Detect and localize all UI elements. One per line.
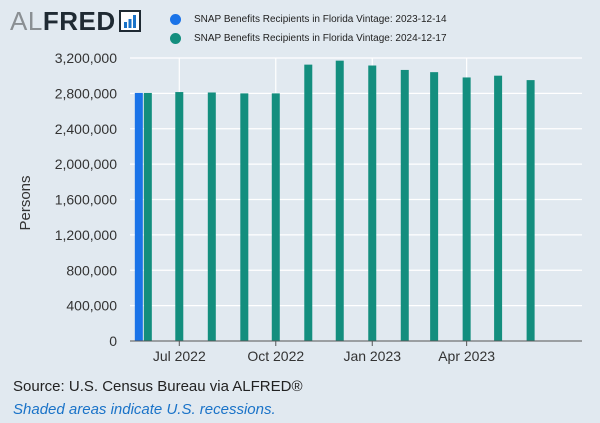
- y-tick-label: 400,000: [66, 298, 117, 314]
- legend-label-vintage-2023: SNAP Benefits Recipients in Florida Vint…: [194, 14, 447, 25]
- bar-vintage-2024[interactable]: [462, 77, 471, 342]
- legend-swatch-vintage-2024: [170, 33, 181, 44]
- bar-vintage-2024[interactable]: [143, 92, 152, 341]
- y-tick-label: 2,400,000: [55, 121, 117, 137]
- x-tick-label: Oct 2022: [247, 348, 304, 364]
- bar-chart-logo-icon: [118, 10, 141, 32]
- y-tick-label: 800,000: [66, 262, 117, 278]
- legend-label-vintage-2024: SNAP Benefits Recipients in Florida Vint…: [194, 33, 447, 44]
- bar-vintage-2024[interactable]: [335, 60, 344, 341]
- logo-text-fred: FRED: [42, 6, 116, 36]
- bar-chart: 0 400,000 800,000 1,200,000 1,600,000 2,000,0…: [17, 50, 582, 364]
- chart-legend: SNAP Benefits Recipients in Florida Vint…: [170, 10, 447, 48]
- y-axis-title: Persons: [17, 175, 34, 230]
- legend-item-vintage-2024[interactable]: SNAP Benefits Recipients in Florida Vint…: [170, 29, 447, 48]
- source-text: Source: U.S. Census Bureau via ALFRED®: [13, 378, 303, 395]
- logo-text: ALFRED: [10, 6, 116, 36]
- bar-vintage-2024[interactable]: [494, 75, 503, 341]
- bar-vintage-2024[interactable]: [271, 93, 280, 341]
- recession-note[interactable]: Shaded areas indicate U.S. recessions.: [13, 401, 276, 418]
- bar-vintage-2023[interactable]: [134, 92, 143, 341]
- bar-vintage-2024[interactable]: [207, 92, 216, 341]
- legend-item-vintage-2023[interactable]: SNAP Benefits Recipients in Florida Vint…: [170, 10, 447, 29]
- logo-text-al: AL: [10, 6, 43, 36]
- x-tick-label: Apr 2023: [438, 348, 495, 364]
- y-tick-label: 1,600,000: [55, 192, 117, 208]
- y-tick-label: 2,800,000: [55, 85, 117, 101]
- bar-vintage-2024[interactable]: [368, 65, 377, 342]
- bar-vintage-2024[interactable]: [526, 80, 535, 341]
- bar-vintage-2024[interactable]: [304, 64, 313, 341]
- x-tick-label: Jul 2022: [153, 348, 206, 364]
- y-tick-label: 2,000,000: [55, 156, 117, 172]
- y-tick-label: 1,200,000: [55, 227, 117, 243]
- y-tick-label: 3,200,000: [55, 50, 117, 66]
- bar-vintage-2024[interactable]: [240, 93, 249, 341]
- bar-vintage-2024[interactable]: [400, 69, 409, 342]
- bar-vintage-2024[interactable]: [430, 72, 439, 342]
- x-tick-label: Jan 2023: [343, 348, 401, 364]
- alfred-logo[interactable]: ALFRED: [10, 6, 141, 36]
- bar-vintage-2024[interactable]: [175, 92, 184, 342]
- legend-swatch-vintage-2023: [170, 14, 181, 25]
- y-tick-label: 0: [109, 333, 117, 349]
